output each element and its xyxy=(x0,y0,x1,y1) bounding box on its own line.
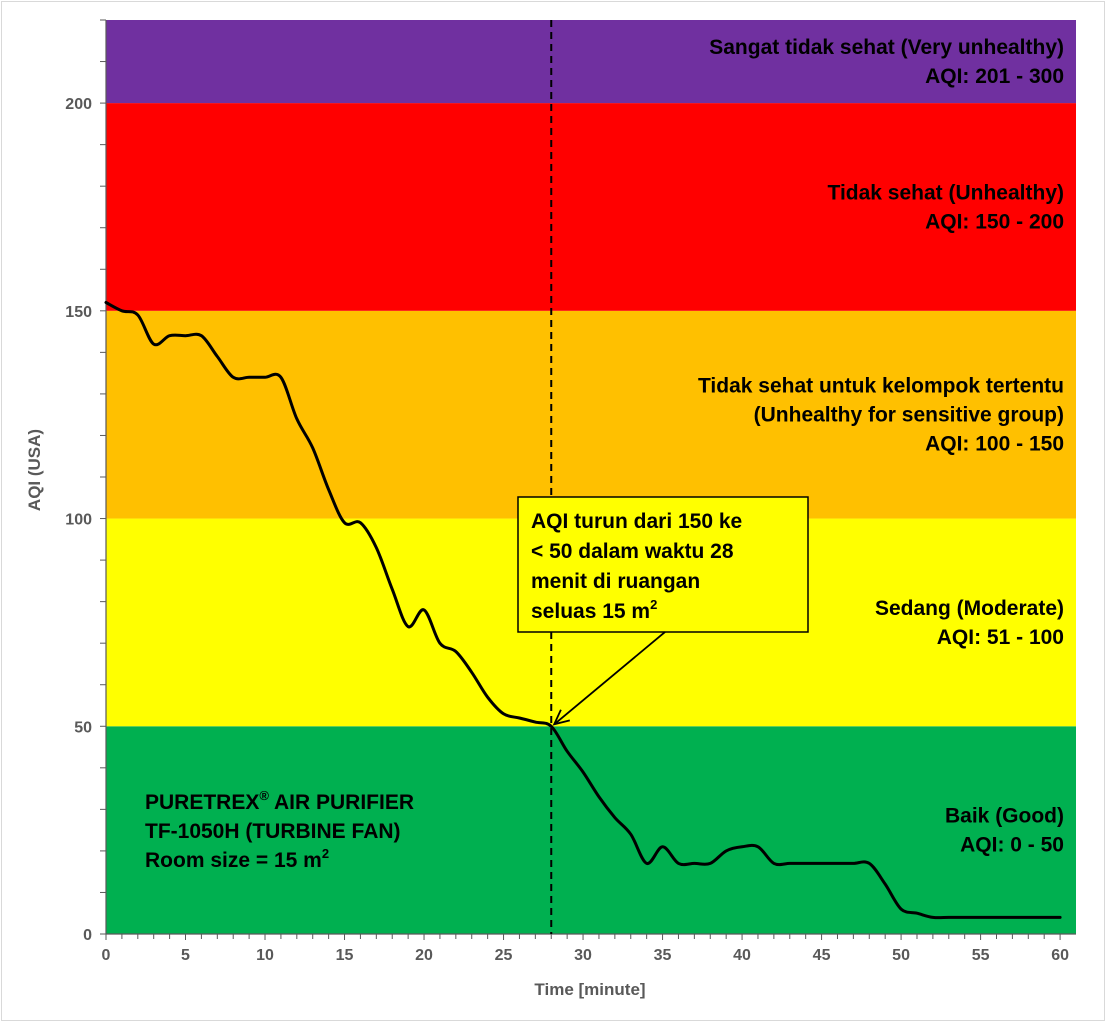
annotation-box xyxy=(517,496,809,633)
annotation-arrow xyxy=(553,631,666,725)
zone-label-good-0: Baik (Good) xyxy=(945,805,1064,828)
zone-label-unhealthy-0: Tidak sehat (Unhealthy) xyxy=(828,181,1065,204)
y-tick-label-150: 150 xyxy=(65,304,92,321)
x-tick-label-35: 35 xyxy=(654,947,672,964)
annotation-line-3: menit di ruangan xyxy=(531,570,700,593)
y-tick-label-0: 0 xyxy=(83,927,92,944)
y-axis-title: AQI (USA) xyxy=(25,429,44,511)
zone-label-sensitive-0: Tidak sehat untuk kelompok tertentu xyxy=(698,375,1064,398)
axes: 0 50 100 150 200 0 5 10 15 20 25 30 35 40 45 50 55 60 xyxy=(65,19,1076,964)
product-note-line-3: Room size = 15 m2 xyxy=(145,846,329,872)
annotation-line-2: < 50 dalam waktu 28 xyxy=(531,540,734,563)
x-tick-label-30: 30 xyxy=(574,947,592,964)
x-axis-title: Time [minute] xyxy=(534,980,645,999)
zone-label-sensitive-2: AQI: 100 - 150 xyxy=(925,433,1064,456)
annotation-arrowhead xyxy=(552,709,571,726)
zone-label-unhealthy-1: AQI: 150 - 200 xyxy=(925,210,1064,233)
product-brand: PURETREX xyxy=(145,791,259,814)
x-tick-label-60: 60 xyxy=(1051,947,1069,964)
zone-label-very-unhealthy-1: AQI: 201 - 300 xyxy=(925,65,1064,88)
registered-mark: ® xyxy=(259,788,269,803)
annotation-callout: AQI turun dari 150 ke < 50 dalam waktu 2… xyxy=(517,496,809,726)
y-tick-label-100: 100 xyxy=(65,512,92,529)
zone-label-good-1: AQI: 0 - 50 xyxy=(960,834,1064,857)
x-tick-label-0: 0 xyxy=(102,947,111,964)
product-note-line-2: TF-1050H (TURBINE FAN) xyxy=(145,820,401,843)
product-note-line-1: PURETREX® AIR PURIFIER xyxy=(145,788,414,814)
x-tick-label-15: 15 xyxy=(336,947,354,964)
product-note-superscript: 2 xyxy=(322,846,329,861)
product-note: PURETREX® AIR PURIFIER TF-1050H (TURBINE… xyxy=(145,788,414,872)
zone-label-moderate-1: AQI: 51 - 100 xyxy=(937,626,1064,649)
x-tick-label-10: 10 xyxy=(256,947,274,964)
zone-label-very-unhealthy-0: Sangat tidak sehat (Very unhealthy) xyxy=(709,36,1064,59)
annotation-line-1: AQI turun dari 150 ke xyxy=(531,510,742,533)
annotation-line-4-text: seluas 15 m xyxy=(531,600,650,623)
zone-band-very-unhealthy xyxy=(106,20,1076,104)
y-tick-label-200: 200 xyxy=(65,96,92,113)
x-tick-label-55: 55 xyxy=(972,947,990,964)
zone-band-sensitive xyxy=(106,310,1076,519)
zone-label-moderate-0: Sedang (Moderate) xyxy=(875,597,1064,620)
series-line-aqi xyxy=(104,301,1062,920)
annotation-line-4: seluas 15 m2 xyxy=(531,597,657,623)
product-note-line-1-rest: AIR PURIFIER xyxy=(269,791,414,814)
annotation-superscript: 2 xyxy=(650,597,657,612)
x-tick-label-20: 20 xyxy=(415,947,433,964)
product-note-line-3-text: Room size = 15 m xyxy=(145,849,322,872)
x-tick-label-5: 5 xyxy=(181,947,190,964)
x-tick-label-25: 25 xyxy=(495,947,513,964)
zone-label-sensitive-1: (Unhealthy for sensitive group) xyxy=(754,404,1064,427)
x-tick-label-40: 40 xyxy=(733,947,751,964)
zone-band-good xyxy=(106,726,1076,934)
y-tick-label-50: 50 xyxy=(74,719,92,736)
aqi-zone-labels: Baik (Good) AQI: 0 - 50 Sedang (Moderate) A… xyxy=(698,36,1064,857)
x-tick-label-45: 45 xyxy=(813,947,831,964)
x-tick-label-50: 50 xyxy=(892,947,910,964)
zone-band-unhealthy xyxy=(106,103,1076,311)
